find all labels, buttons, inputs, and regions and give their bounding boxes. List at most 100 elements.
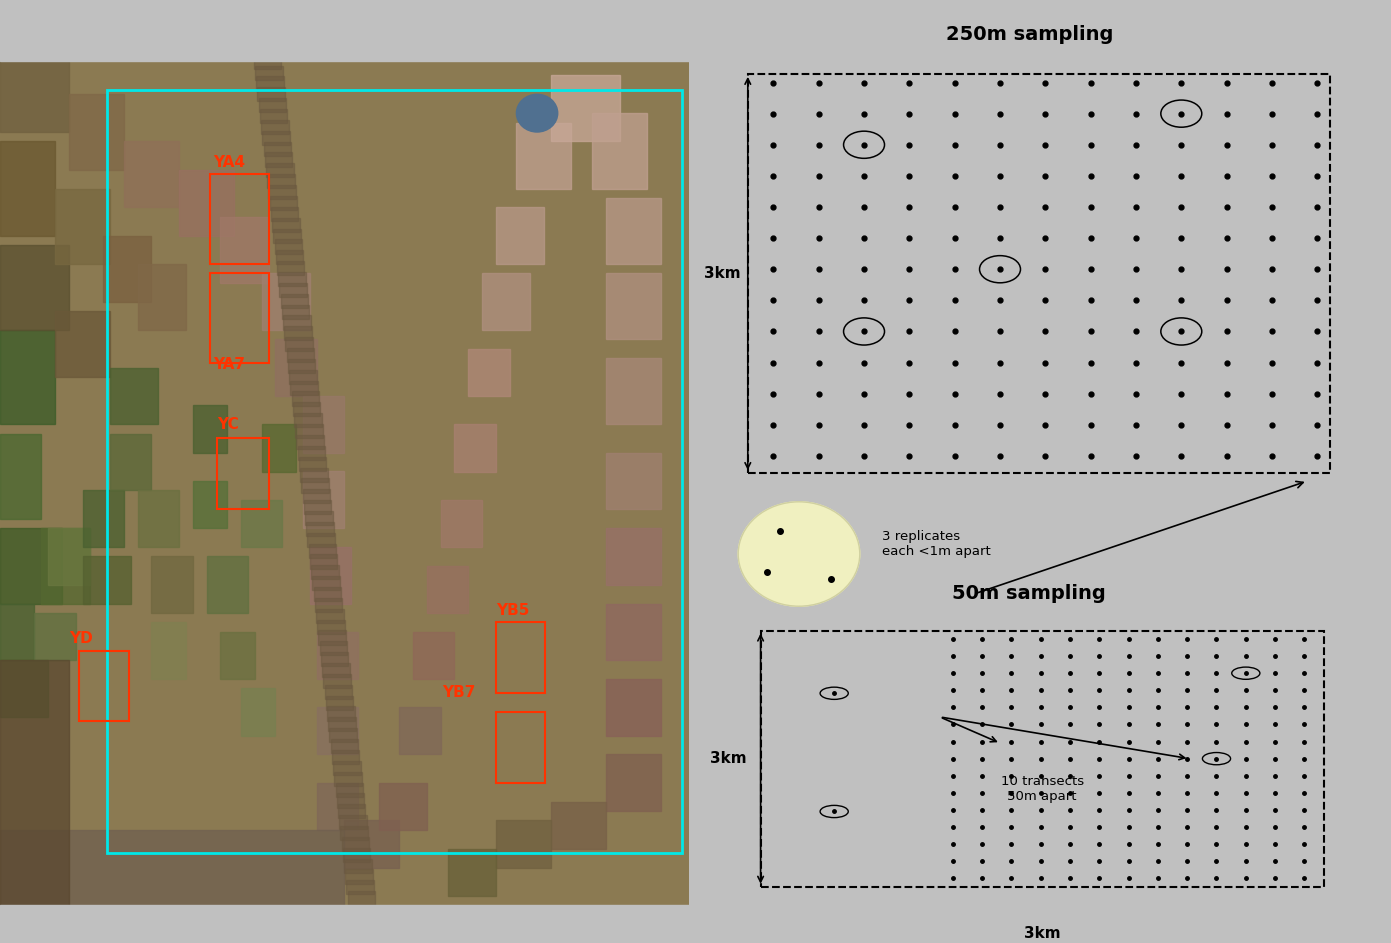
Text: YB5: YB5 xyxy=(495,603,529,618)
Bar xyxy=(313,587,341,601)
Bar xyxy=(606,453,661,509)
Bar xyxy=(303,500,331,514)
Bar xyxy=(689,905,1391,943)
Bar xyxy=(606,528,661,585)
Ellipse shape xyxy=(516,94,558,132)
Bar xyxy=(138,264,186,330)
Bar xyxy=(35,613,75,660)
Bar xyxy=(317,620,345,634)
Bar xyxy=(262,273,310,330)
Bar xyxy=(606,679,661,736)
Bar xyxy=(689,0,1391,61)
Bar xyxy=(263,141,291,156)
Bar xyxy=(0,0,689,61)
Bar xyxy=(274,240,302,254)
Bar xyxy=(413,632,455,679)
Bar xyxy=(298,446,325,460)
Text: 50m sampling: 50m sampling xyxy=(953,584,1106,603)
Bar xyxy=(262,424,296,472)
Bar xyxy=(310,554,338,569)
Text: 3km: 3km xyxy=(1024,926,1060,940)
Bar xyxy=(0,528,63,604)
Bar xyxy=(49,528,89,585)
Bar xyxy=(481,273,530,330)
Text: YA7: YA7 xyxy=(213,357,245,372)
Bar xyxy=(56,311,110,377)
Bar xyxy=(82,556,131,604)
Bar xyxy=(266,163,294,177)
Bar xyxy=(323,663,349,677)
Bar xyxy=(606,273,661,339)
Bar xyxy=(331,739,357,753)
Bar xyxy=(0,330,56,424)
Bar xyxy=(307,533,335,547)
Bar xyxy=(241,500,282,547)
Bar xyxy=(220,632,255,679)
Bar xyxy=(281,293,309,307)
Bar xyxy=(278,272,306,286)
Bar xyxy=(152,622,186,679)
Bar xyxy=(110,368,159,424)
Bar xyxy=(253,55,281,69)
Bar xyxy=(300,468,328,482)
Bar xyxy=(295,424,323,438)
Bar xyxy=(334,771,362,786)
Bar xyxy=(79,651,129,721)
Bar xyxy=(495,712,545,783)
Bar xyxy=(0,905,689,943)
Bar xyxy=(320,641,348,655)
Bar xyxy=(328,718,356,732)
Bar xyxy=(332,761,360,775)
Bar xyxy=(551,75,620,141)
Bar xyxy=(317,707,357,754)
Bar xyxy=(217,438,268,509)
Text: YA4: YA4 xyxy=(213,155,245,170)
Bar xyxy=(70,94,124,170)
Bar xyxy=(259,98,287,112)
Bar xyxy=(317,632,357,679)
Bar xyxy=(330,728,357,742)
Bar xyxy=(273,228,300,242)
Bar xyxy=(606,358,661,424)
Bar xyxy=(339,815,367,829)
Bar xyxy=(516,123,572,189)
Bar xyxy=(321,653,348,667)
Bar xyxy=(324,685,352,699)
Bar xyxy=(427,566,469,613)
Bar xyxy=(280,283,307,297)
Bar xyxy=(317,783,357,830)
Bar xyxy=(124,141,179,207)
Bar xyxy=(345,869,373,884)
Bar xyxy=(551,802,606,849)
Bar xyxy=(273,218,299,232)
Bar xyxy=(193,481,227,528)
Bar xyxy=(606,604,661,660)
Bar xyxy=(267,174,295,189)
Bar xyxy=(296,435,324,449)
Bar xyxy=(323,674,351,688)
Bar xyxy=(441,500,481,547)
Bar xyxy=(0,245,70,330)
Bar xyxy=(294,413,321,427)
Bar xyxy=(319,631,346,645)
Bar xyxy=(271,207,299,221)
Bar xyxy=(337,793,364,807)
Bar xyxy=(277,261,305,275)
Bar xyxy=(0,604,35,660)
Bar xyxy=(289,370,317,384)
Bar xyxy=(179,170,234,236)
Bar xyxy=(255,66,282,80)
Bar xyxy=(294,403,320,417)
Bar xyxy=(606,754,661,811)
Bar xyxy=(314,598,342,612)
Bar xyxy=(313,576,339,590)
Bar xyxy=(455,424,495,472)
Bar xyxy=(287,348,314,362)
Bar xyxy=(309,543,337,557)
Bar xyxy=(448,849,495,896)
Bar xyxy=(348,891,376,905)
Bar xyxy=(138,490,179,547)
Bar xyxy=(282,315,310,329)
Bar xyxy=(42,528,89,604)
Bar xyxy=(495,820,551,868)
